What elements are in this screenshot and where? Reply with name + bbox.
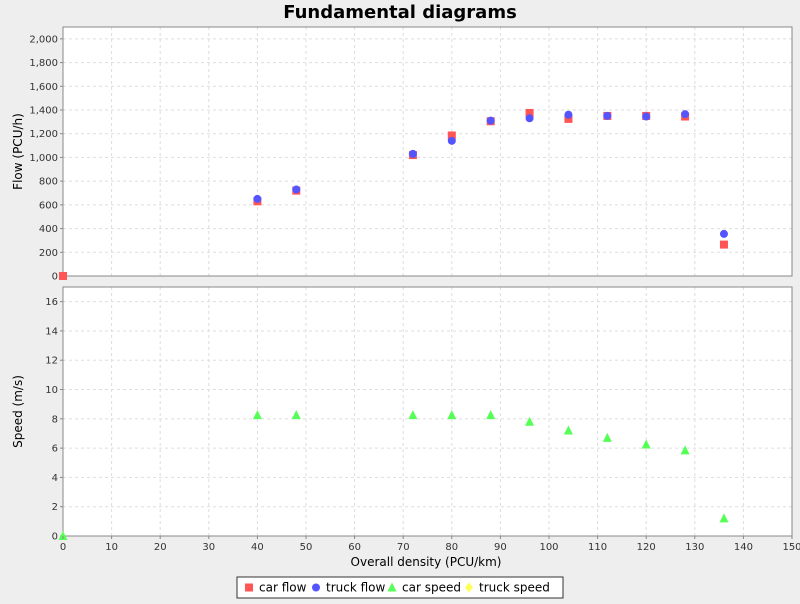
- flow-plot-border: [62, 26, 793, 277]
- car-speed-series: [58, 410, 729, 540]
- speed-y-tick-label: 0: [52, 532, 58, 543]
- legend-label-truck-flow: truck flow: [326, 581, 386, 595]
- car-speed-point: [486, 410, 496, 420]
- x-tick-label: 140: [734, 542, 753, 553]
- x-tick-label: 110: [588, 542, 607, 553]
- truck-flow-point: [292, 185, 301, 194]
- flow-y-tick-label: 200: [39, 248, 58, 259]
- car-speed-point: [719, 513, 729, 523]
- speed-plot-area: [63, 287, 792, 536]
- flow-y-tick-label: 2,000: [29, 34, 58, 45]
- truck-flow-point: [486, 116, 495, 125]
- x-tick-label: 0: [60, 542, 66, 553]
- speed-y-tick-label: 16: [45, 297, 58, 308]
- x-tick-label: 70: [397, 542, 410, 553]
- truck-flow-point: [681, 110, 690, 119]
- legend-marker-truck-speed: [465, 582, 473, 593]
- x-tick-label: 50: [300, 542, 313, 553]
- flow-y-tick-label: 800: [39, 177, 58, 188]
- x-axis-label: Overall density (PCU/km): [351, 555, 502, 569]
- speed-y-tick-label: 12: [45, 356, 58, 367]
- truck-flow-point: [642, 112, 651, 121]
- car-speed-point: [447, 410, 457, 420]
- truck-flow-point: [603, 111, 612, 120]
- legend-label-car-flow: car flow: [259, 581, 307, 595]
- car-speed-point: [58, 531, 68, 540]
- flow-panel: 0 200 400 600 800 1,000 1,200 1,400 1,600 1,800 2,…: [11, 26, 793, 283]
- chart-title: Fundamental diagrams: [283, 2, 517, 23]
- legend-marker-truck-flow: [312, 583, 320, 592]
- flow-y-tick-label: 400: [39, 224, 58, 235]
- flow-y-tick-label: 1,600: [29, 82, 58, 93]
- legend-label-car-speed: car speed: [402, 581, 461, 595]
- legend-label-truck-speed: truck speed: [479, 581, 550, 595]
- speed-y-tick-label: 6: [52, 444, 58, 455]
- speed-y-tick-label: 8: [52, 414, 58, 425]
- truck-flow-point: [525, 114, 534, 123]
- car-flow-point: [447, 131, 456, 140]
- flow-y-tick-label: 600: [39, 200, 58, 211]
- flow-y-tick-label: 1,000: [29, 153, 58, 164]
- x-tick-label: 80: [445, 542, 458, 553]
- x-tick-label: 20: [154, 542, 167, 553]
- legend-marker-car-flow: [245, 583, 253, 592]
- car-speed-point: [291, 410, 301, 420]
- x-tick-label: 100: [539, 542, 558, 553]
- x-tick-label: 40: [251, 542, 264, 553]
- car-speed-point: [408, 410, 418, 420]
- truck-flow-point: [408, 149, 417, 158]
- car-speed-point: [680, 445, 690, 455]
- speed-y-tick-label: 2: [52, 502, 58, 513]
- x-tick-label: 60: [348, 542, 361, 553]
- legend-box: [236, 576, 564, 599]
- legend: car flow truck flow car speed truck speed: [236, 576, 564, 599]
- car-speed-point: [563, 425, 573, 435]
- car-speed-point: [641, 439, 651, 449]
- x-tick-label: 10: [105, 542, 118, 553]
- speed-panel: 0 2 4 6 8 10 12 14 16 Speed (m/s): [11, 286, 793, 543]
- car-flow-point: [564, 114, 573, 123]
- truck-flow-series: [253, 110, 728, 238]
- legend-marker-car-speed: [387, 582, 397, 592]
- x-tick-label: 150: [782, 542, 800, 553]
- car-flow-point: [525, 108, 534, 117]
- car-speed-point: [602, 432, 612, 442]
- truck-flow-point: [719, 229, 728, 238]
- flow-plot-area: [63, 27, 792, 276]
- flow-y-tick-label: 1,200: [29, 129, 58, 140]
- speed-y-tick-label: 10: [45, 385, 58, 396]
- car-speed-point: [252, 410, 262, 420]
- flow-y-axis-label: Flow (PCU/h): [11, 113, 25, 190]
- flow-y-tick-label: 1,400: [29, 106, 58, 117]
- x-tick-label: 120: [637, 542, 656, 553]
- car-flow-point: [59, 272, 67, 280]
- truck-flow-point: [564, 110, 573, 119]
- car-speed-point: [525, 416, 535, 426]
- speed-plot-border: [62, 286, 793, 537]
- truck-flow-point: [447, 136, 456, 145]
- flow-y-tick-label: 1,800: [29, 58, 58, 69]
- speed-y-axis-label: Speed (m/s): [11, 375, 25, 448]
- truck-flow-point: [253, 194, 262, 203]
- flow-y-tick-label: 0: [52, 272, 58, 283]
- speed-y-tick-label: 4: [52, 473, 58, 484]
- x-tick-label: 90: [494, 542, 507, 553]
- speed-y-tick-label: 14: [45, 326, 58, 337]
- x-tick-label: 30: [202, 542, 215, 553]
- x-tick-label: 130: [685, 542, 704, 553]
- car-flow-point: [719, 240, 728, 249]
